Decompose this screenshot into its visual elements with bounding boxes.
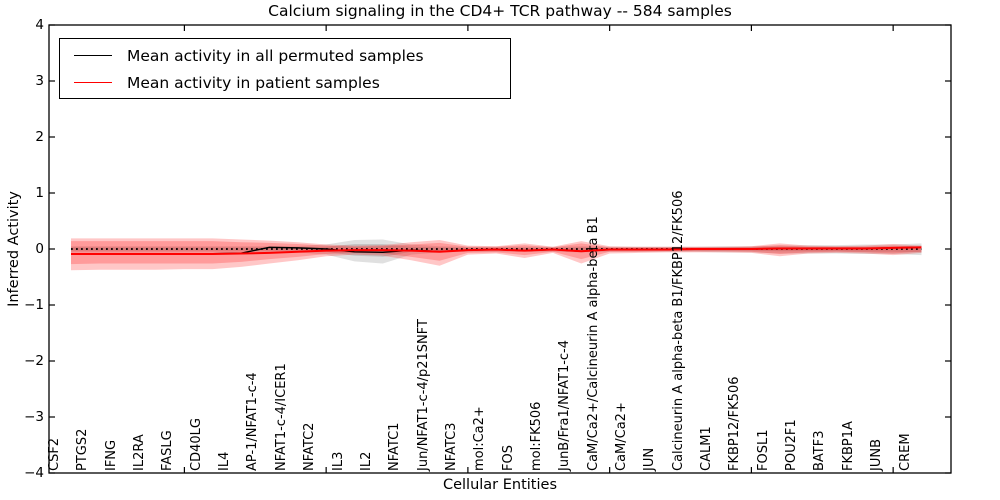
x-category-label: CaM/Ca2+/Calcineurin A alpha-beta B1 — [585, 216, 601, 471]
legend-label-patient: Mean activity in patient samples — [127, 73, 380, 92]
x-category-label: FOS — [500, 445, 516, 471]
chart-title: Calcium signaling in the CD4+ TCR pathwa… — [268, 2, 732, 20]
x-category-label: IFNG — [103, 439, 119, 471]
permuted-samples-band-outer — [71, 239, 922, 264]
x-category-label: JUN — [642, 447, 658, 471]
x-category-label: AP-1/NFAT1-c-4 — [245, 372, 261, 471]
x-category-label: NFAT1-c-4/ICER1 — [273, 363, 289, 471]
x-category-label: NFATC3 — [443, 422, 459, 471]
x-category-label: CD40LG — [188, 418, 204, 471]
legend-row-patient: Mean activity in patient samples — [60, 69, 510, 96]
y-tick-label: 2 — [35, 129, 44, 145]
patient-mean-line-sample — [74, 82, 112, 83]
x-category-label: CaM/Ca2+ — [614, 402, 629, 471]
y-tick-label: 4 — [35, 17, 44, 33]
x-category-label: NFATC1 — [387, 422, 403, 471]
y-tick-label: −1 — [24, 297, 44, 313]
y-tick-label: 3 — [35, 73, 44, 89]
patient-samples-band-outer — [71, 238, 922, 271]
x-category-label: CSF2 — [47, 437, 62, 471]
legend: Mean activity in all permuted samples Me… — [59, 38, 511, 99]
x-category-label: FKBP12/FK506 — [727, 376, 743, 472]
x-category-label: CREM — [897, 433, 913, 471]
x-category-label: IL2RA — [132, 434, 148, 471]
y-tick-label: −4 — [24, 465, 44, 481]
x-category-label: JunB/Fra1/NFAT1-c-4 — [557, 339, 573, 471]
x-category-label: NFATC2 — [302, 422, 318, 471]
x-category-label: JUNB — [869, 439, 885, 471]
permuted-mean-line-sample — [74, 55, 112, 56]
x-category-label: FASLG — [160, 430, 176, 471]
x-category-label: FOSL1 — [755, 429, 771, 471]
x-category-label: Calcineurin A alpha-beta B1/FKBP12/FK506 — [670, 190, 686, 471]
legend-label-permuted: Mean activity in all permuted samples — [127, 46, 424, 65]
x-category-label: BATF3 — [812, 430, 828, 472]
x-category-label: IL2 — [358, 451, 374, 471]
y-tick-label: 0 — [35, 241, 44, 257]
x-axis-label: Cellular Entities — [442, 477, 558, 493]
x-category-label: Jun/NFAT1-c-4/p21SNFT — [415, 319, 431, 471]
x-category-label: IL3 — [330, 451, 346, 471]
x-category-label: FKBP1A — [840, 421, 856, 471]
x-category-label: PTGS2 — [75, 428, 91, 471]
x-category-label: mol:Ca2+ — [472, 406, 488, 471]
x-category-label: mol:FK506 — [528, 401, 544, 471]
y-tick-label: −3 — [24, 409, 44, 425]
x-category-label: IL4 — [217, 451, 233, 471]
y-tick-label: −2 — [24, 353, 44, 369]
y-tick-label: 1 — [35, 185, 44, 201]
x-category-label: CALM1 — [699, 426, 715, 471]
x-category-label: POU2F1 — [784, 419, 800, 471]
patient-mean-line — [71, 246, 922, 256]
legend-row-permuted: Mean activity in all permuted samples — [60, 42, 510, 69]
